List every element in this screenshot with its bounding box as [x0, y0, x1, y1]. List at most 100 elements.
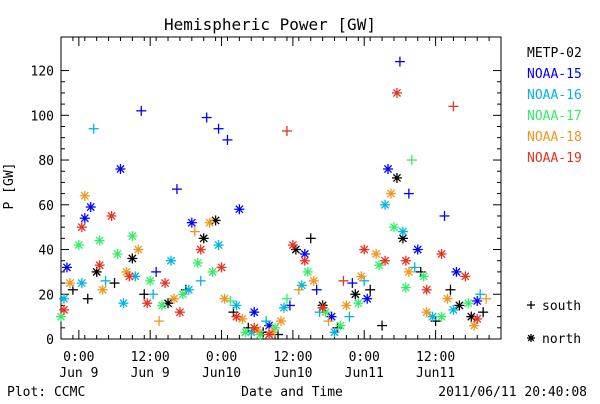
y-tick-label: 20 [38, 288, 54, 303]
legend-item-noaa-19: NOAA-19 [527, 151, 582, 166]
series-legend: METP-02 NOAA-15 NOAA-16 NOAA-17 NOAA-18 NOAA-… [527, 46, 582, 166]
north-marker [308, 275, 319, 286]
south-marker [148, 289, 159, 300]
south-marker [445, 284, 456, 295]
north-marker [472, 313, 483, 324]
south-marker [201, 112, 212, 123]
x-axis-label: Date and Time [241, 385, 343, 400]
north-marker [463, 298, 474, 309]
legend-item-noaa-16: NOAA-16 [527, 88, 582, 103]
x-tick-date-label: Jun 9 [131, 366, 170, 381]
north-marker [421, 307, 432, 318]
footer-credit: Plot: CCMC [7, 385, 85, 400]
series-noaa-19 [58, 87, 483, 340]
north-marker [460, 271, 471, 282]
x-tick-date-label: Jun10 [202, 366, 241, 381]
series-noaa-18 [64, 188, 492, 338]
south-marker [88, 123, 99, 134]
north-marker [329, 327, 340, 338]
south-marker [100, 275, 111, 286]
north-marker [216, 262, 227, 273]
south-marker [136, 105, 147, 116]
north-marker [127, 253, 138, 264]
footer-timestamp: 2011/06/11 20:40:08 [438, 385, 587, 400]
north-marker [427, 311, 438, 322]
north-marker [249, 307, 260, 318]
y-tick-label: 120 [31, 65, 54, 80]
north-marker [204, 217, 215, 228]
north-marker [418, 271, 429, 282]
north-marker [400, 282, 411, 293]
north-marker [94, 235, 105, 246]
south-marker [409, 262, 420, 273]
marker-legend: south north [527, 299, 581, 347]
series-noaa-17 [56, 155, 474, 340]
north-marker [177, 289, 188, 300]
south-marker [448, 101, 459, 112]
y-tick-label: 100 [31, 109, 54, 124]
north-marker [451, 266, 462, 277]
south-marker [305, 233, 316, 244]
north-marker [436, 248, 447, 259]
north-marker [302, 266, 313, 277]
north-marker [278, 302, 289, 313]
north-marker [213, 240, 224, 251]
north-marker [397, 226, 408, 237]
north-marker [79, 213, 90, 224]
north-marker [448, 304, 459, 315]
south-marker [344, 311, 355, 322]
south-marker [189, 226, 200, 237]
north-marker [115, 163, 126, 174]
north-marker [421, 284, 432, 295]
north-marker [350, 289, 361, 300]
series-noaa-16 [58, 123, 486, 338]
north-marker [64, 278, 75, 289]
south-marker [439, 210, 450, 221]
x-tick-time-label: 12:00 [131, 350, 170, 365]
x-tick-time-label: 0:00 [206, 350, 237, 365]
north-marker [94, 260, 105, 271]
north-marker [157, 300, 168, 311]
north-marker [234, 204, 245, 215]
south-marker [478, 307, 489, 318]
south-marker [293, 284, 304, 295]
south-marker [406, 155, 417, 166]
north-marker [317, 302, 328, 313]
south-marker [222, 134, 233, 145]
legend-item-noaa-18: NOAA-18 [527, 130, 582, 145]
x-tick-time-label: 12:00 [416, 350, 455, 365]
south-marker [213, 123, 224, 134]
north-marker [353, 298, 364, 309]
north-marker [130, 271, 141, 282]
north-marker [388, 222, 399, 233]
y-axis-label: P [GW] [2, 163, 17, 210]
north-marker [383, 163, 394, 174]
y-tick-label: 40 [38, 244, 54, 259]
north-marker [112, 248, 123, 259]
north-marker [374, 260, 385, 271]
north-marker [380, 255, 391, 266]
south-marker [394, 56, 405, 67]
north-marker [299, 255, 310, 266]
plot-frame [60, 36, 502, 340]
south-marker [403, 188, 414, 199]
north-marker [341, 300, 352, 311]
data-markers [56, 56, 492, 340]
north-marker [79, 190, 90, 201]
north-marker [61, 262, 72, 273]
north-marker [58, 304, 69, 315]
x-tick-time-label: 0:00 [63, 350, 94, 365]
north-marker [391, 87, 402, 98]
south-marker [323, 316, 334, 327]
north-marker [527, 334, 535, 342]
x-tick-date-label: Jun10 [273, 366, 312, 381]
north-marker [195, 244, 206, 255]
y-tick-label: 0 [46, 333, 54, 348]
north-marker [287, 240, 298, 251]
south-marker [154, 316, 165, 327]
north-marker [192, 257, 203, 268]
north-marker [145, 275, 156, 286]
north-marker [359, 244, 370, 255]
